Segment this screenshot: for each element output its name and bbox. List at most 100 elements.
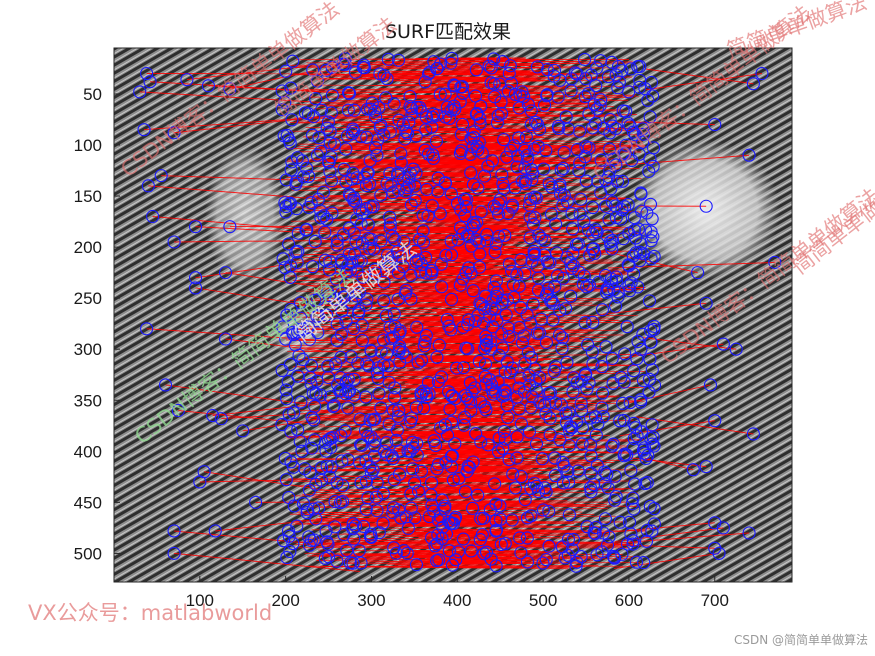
feature-point — [431, 171, 445, 185]
feature-point — [539, 144, 553, 158]
feature-point — [341, 401, 355, 415]
feature-point — [549, 360, 563, 374]
feature-point — [408, 244, 422, 258]
feature-point — [637, 446, 651, 460]
feature-point — [284, 259, 298, 273]
feature-point — [581, 86, 595, 101]
feature-point — [556, 271, 570, 285]
feature-point — [496, 54, 510, 69]
feature-point — [461, 459, 475, 473]
feature-point — [640, 206, 654, 220]
feature-point — [561, 122, 575, 136]
feature-point — [588, 246, 602, 261]
feature-point — [347, 103, 361, 117]
feature-point — [439, 527, 454, 541]
feature-point — [329, 272, 343, 286]
match-line — [405, 444, 543, 447]
feature-point — [330, 238, 344, 252]
match-line — [368, 282, 538, 285]
feature-point — [349, 519, 363, 533]
feature-point — [427, 504, 441, 518]
match-line — [416, 320, 483, 323]
feature-point — [508, 87, 522, 102]
feature-point — [644, 431, 658, 446]
feature-point — [542, 539, 556, 553]
feature-point — [513, 371, 527, 385]
feature-point — [314, 388, 328, 402]
feature-point — [517, 329, 531, 343]
feature-point — [639, 451, 653, 466]
feature-point — [418, 143, 432, 157]
feature-point — [492, 445, 506, 459]
match-line — [293, 310, 574, 314]
feature-point — [409, 255, 423, 269]
feature-point — [320, 121, 334, 135]
feature-point — [448, 102, 462, 116]
feature-point — [606, 437, 620, 451]
feature-point — [643, 197, 658, 211]
feature-point — [557, 145, 571, 160]
watermark-vx: VX公众号：matlabworld — [28, 601, 272, 625]
feature-markers — [133, 51, 782, 573]
feature-point — [515, 336, 530, 350]
feature-point — [521, 345, 535, 359]
feature-point — [712, 546, 726, 560]
feature-point — [300, 506, 314, 520]
feature-point — [640, 523, 654, 537]
feature-point — [636, 135, 650, 149]
match-line — [406, 293, 481, 295]
match-line — [627, 384, 711, 404]
match-line — [161, 175, 368, 183]
feature-point — [564, 84, 578, 98]
feature-point — [575, 437, 589, 451]
feature-point — [223, 82, 237, 96]
feature-point — [360, 130, 374, 144]
match-line — [618, 343, 724, 359]
feature-point — [699, 199, 713, 213]
feature-point — [539, 335, 553, 350]
feature-point — [308, 293, 322, 307]
feature-point — [306, 260, 320, 274]
feature-point — [442, 319, 456, 333]
feature-point — [383, 259, 397, 273]
feature-point — [383, 210, 397, 224]
feature-point — [641, 93, 655, 107]
feature-point — [540, 286, 554, 300]
feature-point — [564, 255, 578, 270]
feature-point — [560, 355, 574, 369]
feature-point — [580, 280, 594, 294]
feature-point — [548, 279, 562, 293]
feature-point — [617, 413, 631, 427]
feature-point — [484, 552, 498, 566]
feature-point — [357, 519, 371, 534]
feature-point — [520, 148, 534, 162]
match-line — [644, 73, 763, 91]
match-line — [452, 122, 476, 125]
feature-point — [448, 79, 462, 93]
feature-point — [421, 209, 435, 223]
feature-point — [372, 101, 386, 115]
feature-point — [556, 476, 571, 490]
feature-point — [355, 333, 369, 348]
feature-point — [278, 95, 292, 109]
feature-point — [644, 225, 658, 239]
feature-point — [396, 118, 410, 132]
match-line — [430, 233, 536, 236]
feature-point — [624, 62, 638, 76]
feature-point — [643, 499, 657, 513]
match-line — [335, 525, 564, 528]
feature-point — [480, 227, 494, 241]
feature-point — [618, 347, 632, 361]
feature-point — [584, 411, 598, 425]
feature-point — [586, 227, 600, 241]
feature-point — [461, 318, 475, 332]
feature-point — [600, 467, 614, 482]
feature-point — [451, 545, 465, 559]
feature-point — [367, 242, 381, 256]
match-line — [416, 472, 483, 475]
feature-point — [434, 57, 448, 71]
feature-point — [276, 320, 290, 334]
feature-point — [409, 129, 423, 143]
feature-point — [394, 156, 408, 170]
feature-point — [408, 194, 422, 208]
